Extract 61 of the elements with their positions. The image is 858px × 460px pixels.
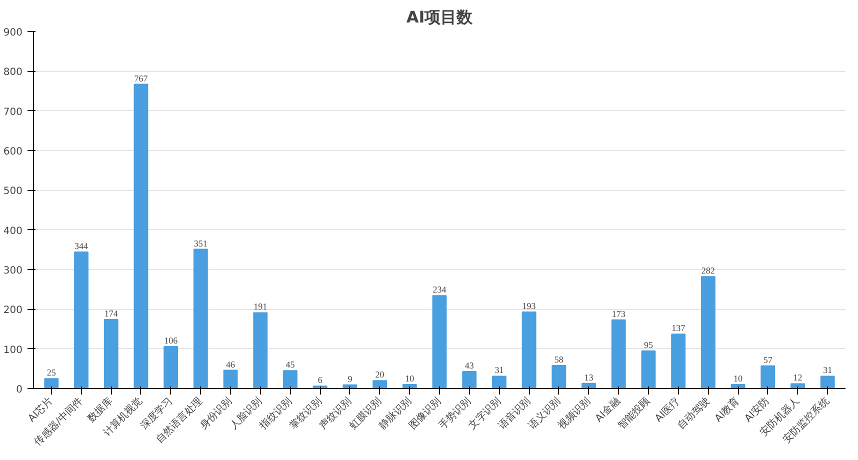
- y-tick-label: 0: [16, 384, 23, 396]
- bar: [134, 84, 148, 388]
- y-tick-label: 900: [3, 28, 23, 38]
- y-tick-label: 600: [3, 146, 23, 158]
- data-label: 31: [494, 365, 504, 376]
- y-tick-label: 300: [3, 266, 23, 276]
- data-label: 45: [286, 360, 296, 370]
- x-tick-label: AI教育: [712, 394, 742, 424]
- y-tick-label: 500: [3, 186, 23, 198]
- bar: [253, 312, 268, 388]
- bar: [432, 295, 447, 388]
- bar: [372, 380, 388, 388]
- bar: [760, 365, 776, 388]
- data-label: 193: [522, 300, 536, 311]
- bar: [522, 311, 536, 388]
- bar: [193, 248, 208, 388]
- data-label: 20: [375, 370, 385, 380]
- bar: [552, 364, 566, 388]
- y-tick-label: 400: [3, 226, 23, 237]
- data-label: 31: [823, 365, 832, 376]
- data-label: 6: [318, 375, 323, 386]
- bar: [641, 350, 656, 388]
- data-label: 137: [672, 323, 686, 334]
- y-tick-label: 700: [3, 106, 23, 118]
- bar: [611, 319, 626, 388]
- bar: [790, 383, 805, 388]
- data-label: 767: [134, 73, 148, 84]
- data-label: 12: [793, 372, 802, 383]
- data-label: 57: [763, 354, 773, 365]
- bar: [74, 252, 88, 388]
- bar: [492, 376, 506, 388]
- bar: [223, 370, 238, 388]
- data-label: 10: [405, 374, 415, 384]
- bar: [700, 276, 716, 388]
- data-label: 106: [164, 335, 178, 346]
- data-label: 234: [432, 284, 447, 295]
- bar: [820, 376, 835, 388]
- chart-title: AI项目数: [406, 8, 474, 26]
- data-label: 43: [464, 360, 474, 370]
- data-label: 13: [584, 372, 594, 382]
- data-label: 58: [554, 354, 564, 364]
- data-label: 173: [612, 308, 626, 319]
- bar: [164, 346, 178, 388]
- bar: [104, 318, 118, 388]
- data-label: 46: [226, 359, 236, 370]
- data-label: 9: [348, 374, 353, 384]
- data-label: 95: [644, 340, 654, 350]
- data-label: 174: [104, 308, 118, 318]
- data-label: 351: [194, 238, 208, 248]
- data-label: 282: [701, 266, 715, 276]
- bar: [283, 370, 298, 388]
- bar: [671, 334, 686, 388]
- bar: [44, 378, 59, 388]
- y-tick-label: 100: [3, 344, 23, 356]
- data-label: 10: [734, 374, 744, 384]
- y-tick-label: 200: [3, 305, 23, 316]
- data-label: 25: [46, 368, 56, 378]
- data-label: 191: [254, 302, 268, 312]
- y-tick-label: 800: [3, 67, 23, 78]
- bar: [462, 370, 477, 388]
- data-label: 344: [74, 241, 89, 252]
